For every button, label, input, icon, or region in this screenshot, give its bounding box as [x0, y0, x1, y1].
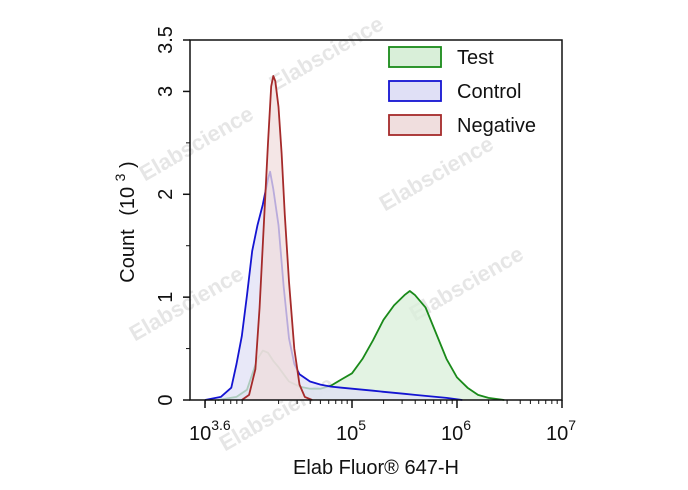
series-layer — [204, 75, 505, 401]
x-tick-label: 105 — [336, 417, 366, 445]
watermark-text: Elabscience — [125, 261, 248, 346]
y-tick-label: 3 — [155, 86, 177, 97]
legend-swatch-test — [388, 46, 442, 68]
y-tick-label: 3.5 — [155, 26, 177, 54]
y-axis-title-label: Count — [117, 229, 139, 283]
y-axis-title: Count (10 3 ) — [108, 161, 139, 282]
y-tick-label: 0 — [155, 394, 177, 405]
plot-frame — [189, 39, 563, 401]
y-axis: 0 1 2 3 3.5 — [155, 26, 190, 406]
legend: Test Control Negative — [388, 46, 536, 137]
y-tick-label: 2 — [155, 189, 177, 200]
legend-swatch-negative — [388, 114, 442, 136]
series-fill-test — [217, 291, 505, 400]
watermark-text: Elabscience — [375, 131, 498, 216]
y-axis-unit-close: ) — [117, 161, 139, 168]
x-tick-label: 106 — [441, 417, 471, 445]
legend-swatch-control — [388, 80, 442, 102]
watermark-text: Elabscience — [135, 101, 258, 186]
y-axis-unit-base: (10 — [117, 187, 139, 216]
y-axis-unit-exponent: 3 — [112, 173, 128, 181]
y-tick-label: 1 — [155, 292, 177, 303]
series-line-negative — [241, 75, 313, 401]
watermark-text: Elabscience — [265, 11, 388, 96]
legend-label-test: Test — [457, 47, 494, 69]
x-axis: 103.6 105 106 107 — [189, 400, 576, 445]
x-tick-label: 103.6 — [189, 417, 231, 445]
x-tick-label: 107 — [546, 417, 576, 445]
legend-label-negative: Negative — [457, 115, 536, 137]
svg-text:Count (10 3: Count (10 3 ) — [108, 161, 139, 282]
x-axis-title: Elab Fluor® 647-H — [293, 457, 459, 479]
legend-label-control: Control — [457, 81, 521, 103]
